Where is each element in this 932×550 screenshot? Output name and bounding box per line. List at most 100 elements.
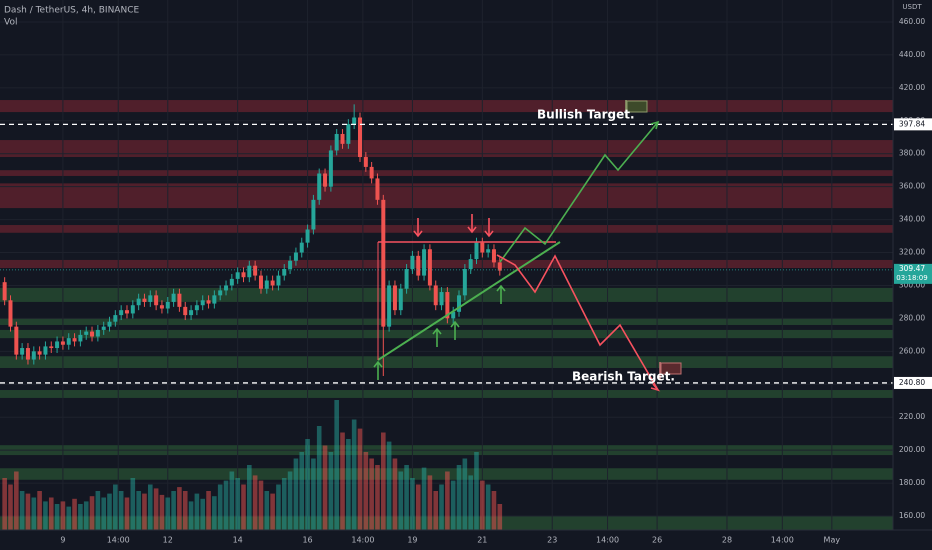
currency: USDT — [902, 3, 922, 11]
grid — [0, 0, 893, 530]
candle-body — [427, 249, 432, 286]
volume-bar — [182, 491, 188, 530]
candle-body — [311, 199, 316, 230]
candle-body — [78, 334, 83, 342]
volume-bar — [2, 478, 7, 530]
volume-bar — [375, 465, 380, 530]
x-tick-label: 28 — [722, 536, 732, 545]
arrow-up — [496, 284, 506, 304]
arrow-head — [650, 120, 660, 130]
arrow-up — [450, 320, 460, 340]
volume-bar — [8, 484, 13, 530]
candle-body — [491, 249, 496, 263]
volume-bar — [258, 480, 264, 530]
x-tick-label: 21 — [477, 536, 487, 545]
candle-body — [2, 282, 7, 301]
candle-body — [171, 293, 176, 302]
volume-bar — [83, 501, 89, 530]
volume-bar — [322, 445, 328, 530]
volume-bar — [491, 491, 497, 530]
candle-body — [381, 199, 386, 327]
volume-bar — [54, 504, 60, 530]
candle-body — [119, 310, 124, 316]
candle-body — [404, 269, 409, 289]
candle-body — [37, 351, 42, 355]
y-tick-label: 300.00 — [899, 280, 925, 289]
candle-body — [212, 295, 217, 304]
volume-bar — [206, 491, 211, 530]
candle-body — [305, 229, 310, 243]
volume-bar — [107, 493, 112, 530]
y-tick-label: 260.00 — [899, 346, 925, 355]
candle-body — [8, 300, 13, 327]
candle-body — [369, 166, 374, 179]
volume-bar — [159, 494, 165, 530]
volume-bar — [433, 491, 439, 530]
volume-bar — [235, 478, 240, 530]
volume-bar — [194, 493, 200, 530]
zone — [0, 390, 893, 398]
volume-bar — [142, 493, 147, 530]
candle-body — [462, 269, 467, 296]
candle-body — [480, 242, 485, 253]
volume-bar — [25, 493, 31, 530]
candle-body — [433, 285, 438, 306]
candle-body — [200, 300, 205, 306]
x-tick-label: 14:00 — [771, 536, 794, 545]
candle-body — [387, 285, 392, 327]
candle-body — [177, 293, 182, 307]
volume-bars — [2, 400, 503, 530]
price-tag — [894, 263, 932, 284]
candle-body — [20, 348, 25, 355]
volume-bar — [229, 471, 235, 530]
volume-bar — [118, 491, 124, 530]
volume-bar — [247, 465, 252, 530]
candle-body — [410, 255, 415, 269]
level-tag — [894, 376, 932, 389]
candle-body — [457, 295, 462, 312]
candle-body — [183, 306, 188, 316]
candle-body — [422, 249, 427, 276]
volume-bar — [474, 452, 479, 530]
volume-bar — [37, 491, 42, 530]
zone — [0, 100, 893, 113]
candle-body — [235, 272, 240, 279]
volume-bar — [113, 484, 118, 530]
volume-bar — [497, 504, 503, 530]
y-tick-label: 180.00 — [899, 478, 925, 487]
candle-body — [148, 295, 153, 302]
volume-bar — [351, 419, 357, 530]
candle-body — [218, 290, 223, 296]
candle-body — [451, 311, 456, 319]
candle-body — [282, 269, 287, 276]
volume-bar — [293, 458, 299, 530]
candle-body — [142, 298, 147, 302]
volume-bar — [66, 506, 72, 530]
y-tick-label: 280.00 — [899, 313, 925, 322]
volume-bar — [346, 439, 351, 530]
x-tick-label: May — [824, 536, 841, 545]
candle-body — [299, 242, 304, 253]
arrow-up — [373, 360, 383, 380]
zone — [0, 170, 893, 176]
candles — [2, 104, 502, 377]
y-tick-label: 320.00 — [899, 248, 925, 257]
volume-bar — [450, 480, 456, 530]
volume-bar — [334, 400, 339, 530]
levels — [0, 123, 893, 384]
volume-bar — [410, 478, 415, 530]
volume-bar — [369, 458, 374, 530]
candle-body — [130, 305, 135, 314]
volume-bar — [462, 458, 468, 530]
candle-body — [43, 346, 48, 355]
chart-title: Dash / TetherUS, 4h, BINANCE — [4, 6, 139, 16]
volume-bar — [328, 452, 334, 530]
y-tick-label: 360.00 — [899, 182, 925, 191]
zone — [0, 329, 893, 339]
arrow-down — [467, 214, 477, 234]
candle-body — [288, 260, 293, 269]
candle-body — [66, 338, 71, 345]
candle-body — [206, 300, 211, 304]
